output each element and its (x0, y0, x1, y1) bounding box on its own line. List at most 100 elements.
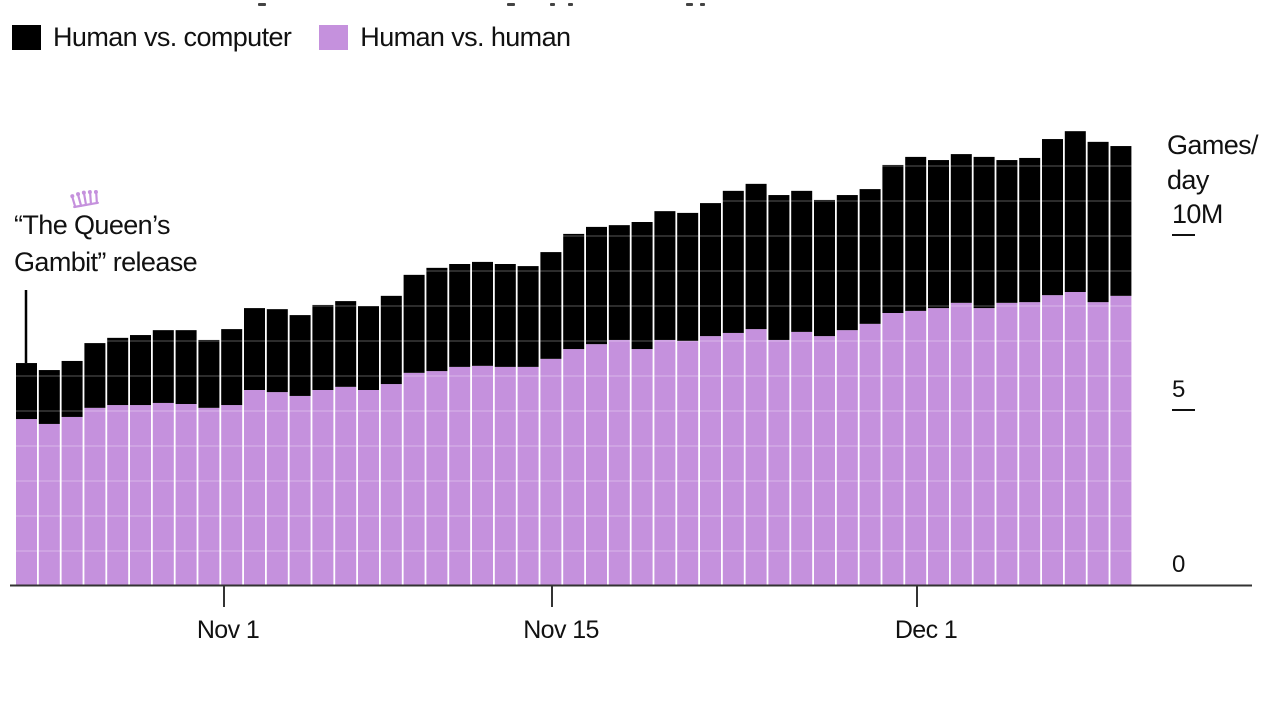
y-axis-unit: Games/ day (1167, 128, 1259, 198)
bar-human-vs-computer (449, 264, 471, 367)
bar-human-vs-computer (244, 308, 265, 390)
bar-human-vs-computer (768, 195, 790, 340)
bar-stack (38, 370, 60, 586)
bar-human-vs-human (266, 392, 288, 586)
bar-human-vs-computer (700, 203, 721, 337)
bar-human-vs-human (175, 404, 197, 586)
bar-human-vs-computer (335, 301, 357, 387)
bar-stack (175, 330, 197, 586)
bar-stack (836, 195, 858, 586)
bar-human-vs-computer (107, 337, 129, 406)
bar-human-vs-human (608, 339, 630, 586)
bar-human-vs-computer (494, 264, 516, 367)
bar-human-vs-computer (791, 190, 813, 332)
bar-human-vs-human (1042, 295, 1063, 586)
bar-human-vs-human (289, 395, 311, 586)
bar-human-vs-human (814, 336, 835, 586)
legend-item-human-vs-computer: Human vs. computer (12, 22, 292, 53)
bar-stack (449, 264, 471, 586)
bar-stack (631, 222, 653, 586)
bar-human-vs-computer (16, 363, 37, 420)
y-tick-label-5: 5 (1172, 376, 1186, 403)
bar-human-vs-human (1019, 302, 1041, 586)
chart-legend: Human vs. computer Human vs. human (12, 22, 598, 53)
bar-human-vs-human (84, 407, 106, 586)
bar-stack (905, 156, 927, 586)
bar-stack (950, 154, 972, 586)
bar-human-vs-human (905, 310, 927, 586)
bar-human-vs-computer (1110, 146, 1132, 296)
bar-stack (768, 195, 790, 586)
bar-human-vs-human (426, 371, 448, 586)
bar-human-vs-computer (61, 360, 83, 417)
bar-human-vs-computer (745, 183, 767, 330)
bar-human-vs-human (107, 405, 129, 586)
bar-human-vs-human (403, 372, 425, 586)
bar-stack (791, 190, 813, 586)
bar-stack (1087, 141, 1109, 586)
y-tick-label-0: 0 (1172, 551, 1186, 578)
bar-stack (107, 337, 129, 586)
bar-stack (472, 261, 493, 586)
bar-human-vs-human (722, 332, 744, 586)
bar-stack (608, 225, 630, 586)
bar-stack (677, 212, 699, 586)
bar-human-vs-computer (814, 199, 835, 337)
legend-label: Human vs. computer (53, 22, 292, 52)
bar-stack (814, 199, 835, 586)
bar-stack (221, 329, 243, 586)
bar-stack (1064, 131, 1086, 586)
bar-human-vs-computer (563, 233, 585, 350)
bar-human-vs-computer (289, 315, 311, 396)
cutoff-text-fragment (700, 3, 705, 6)
bar-human-vs-human (335, 386, 357, 586)
bar-human-vs-computer (608, 225, 630, 340)
bar-human-vs-human (540, 358, 562, 586)
bar-stack (84, 343, 106, 586)
bar-human-vs-computer (586, 226, 607, 345)
bar-stack (722, 190, 744, 586)
bar-stack (973, 156, 995, 586)
y-tick-mark-10m (1172, 234, 1195, 236)
bar-human-vs-computer (175, 330, 197, 404)
bar-stack (358, 306, 379, 586)
bar-human-vs-human (882, 313, 904, 586)
bar-human-vs-computer (1019, 157, 1041, 303)
bar-stack (312, 304, 334, 586)
bar-human-vs-computer (198, 339, 220, 408)
bar-human-vs-human (517, 366, 539, 586)
bar-human-vs-human (996, 302, 1018, 586)
bar-human-vs-computer (38, 370, 60, 424)
bar-human-vs-human (61, 416, 83, 586)
bar-human-vs-human (1087, 302, 1109, 586)
cutoff-text-fragment (258, 3, 266, 6)
bar-stack (996, 160, 1018, 586)
bar-stack (654, 211, 676, 586)
bar-human-vs-human (700, 336, 721, 586)
bar-human-vs-human (16, 419, 37, 586)
bar-human-vs-computer (221, 329, 243, 406)
bar-human-vs-human (130, 405, 151, 586)
bar-stack (494, 264, 516, 586)
bar-human-vs-computer (358, 306, 379, 390)
legend-swatch-black (12, 25, 41, 50)
bar-stack (1042, 139, 1063, 586)
bar-human-vs-human (928, 308, 949, 586)
bar-stack (859, 189, 881, 586)
bar-human-vs-human (859, 323, 881, 586)
bar-human-vs-computer (677, 212, 699, 341)
bar-human-vs-human (677, 341, 699, 586)
bar-human-vs-computer (130, 335, 151, 406)
bar-human-vs-computer (836, 195, 858, 331)
cutoff-text-fragment (550, 3, 555, 6)
bar-stack (61, 360, 83, 586)
bar-stack (403, 274, 425, 586)
bar-human-vs-computer (973, 156, 995, 309)
bar-human-vs-computer (540, 252, 562, 359)
bar-stack (16, 363, 37, 586)
x-tick-label-nov-15: Nov 15 (523, 616, 599, 644)
bar-human-vs-computer (722, 190, 744, 333)
bar-human-vs-computer (426, 267, 448, 372)
bar-stack (289, 315, 311, 586)
bar-human-vs-computer (859, 189, 881, 324)
